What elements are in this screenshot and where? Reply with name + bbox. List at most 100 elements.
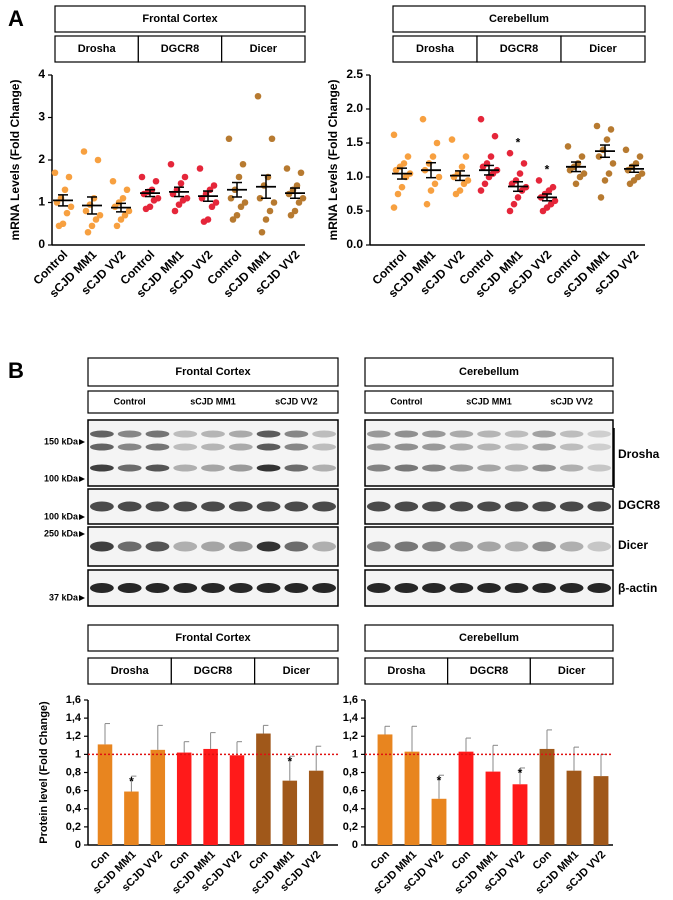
- data-point: [477, 115, 485, 123]
- data-point: [293, 182, 301, 189]
- blot-band: [504, 541, 529, 552]
- blot-band: [145, 464, 170, 472]
- data-point: [210, 182, 218, 189]
- header-box: [364, 390, 614, 414]
- bar: [485, 771, 501, 845]
- data-point: [254, 92, 262, 100]
- data-point: [576, 173, 584, 181]
- blot-band: [587, 464, 612, 472]
- data-point: [121, 211, 129, 219]
- y-tick-label: 0,8: [66, 766, 81, 778]
- protein-label: β-actin: [618, 581, 657, 595]
- data-point: [514, 194, 522, 201]
- blot-band: [173, 541, 198, 552]
- data-point: [227, 194, 235, 202]
- blot-band: [394, 541, 419, 552]
- blot-band: [559, 583, 584, 593]
- y-tick-label: 1,4: [66, 712, 82, 724]
- blot-band: [366, 443, 391, 451]
- data-point: [67, 203, 75, 211]
- panel-label: B: [8, 358, 24, 383]
- blot-band: [422, 541, 446, 552]
- bar: [97, 744, 113, 845]
- y-tick-label: 1: [352, 748, 358, 760]
- data-point: [535, 177, 543, 184]
- blot-band: [559, 464, 584, 472]
- data-point: [109, 177, 117, 185]
- blot-band: [228, 443, 253, 451]
- bar: [308, 770, 324, 845]
- y-tick-label: 0,2: [343, 821, 358, 833]
- data-point: [88, 222, 96, 230]
- blot-band: [173, 443, 198, 451]
- data-point: [607, 126, 615, 133]
- y-tick-label: 1: [75, 748, 81, 760]
- y-tick-label: 1,2: [66, 730, 81, 742]
- data-point: [175, 201, 183, 208]
- blot-band: [559, 541, 584, 552]
- data-point: [287, 211, 295, 219]
- group-label: Drosha: [111, 665, 150, 677]
- data-point: [597, 194, 605, 201]
- data-point: [603, 136, 611, 143]
- blot-band: [284, 541, 309, 552]
- data-point: [626, 180, 634, 188]
- chart-title: Cerebellum: [489, 13, 549, 25]
- data-point: [593, 122, 601, 130]
- blot-band: [587, 583, 612, 593]
- y-tick-label: 0,8: [343, 766, 358, 778]
- data-point: [51, 169, 59, 177]
- significance: *: [437, 773, 442, 787]
- blot-band: [284, 464, 309, 472]
- blot-band: [559, 501, 584, 512]
- chart-title: Frontal Cortex: [142, 13, 218, 25]
- blot-band: [201, 501, 225, 512]
- x-tick-label: Con: [369, 848, 393, 872]
- blot-band: [256, 464, 281, 472]
- bar: [431, 798, 447, 845]
- bar: [404, 751, 420, 845]
- data-point: [119, 194, 127, 202]
- blot-band: [228, 583, 253, 593]
- blot-band: [145, 583, 170, 593]
- y-tick-label: 1,6: [343, 694, 358, 706]
- lane-label: sCJD VV2: [275, 396, 318, 406]
- blot-band: [89, 501, 114, 512]
- marker-arrow: [79, 531, 85, 537]
- header-box: [392, 5, 646, 33]
- data-point: [452, 190, 460, 198]
- blot-band: [173, 464, 198, 472]
- data-point: [394, 190, 402, 198]
- y-tick-label: 0: [75, 839, 81, 851]
- group-label: DGCR8: [500, 43, 539, 55]
- y-tick-label: 2: [38, 152, 45, 166]
- significance: *: [545, 163, 550, 177]
- blot-band: [145, 430, 170, 438]
- y-tick-label: 1.0: [346, 169, 363, 183]
- blot-band: [504, 464, 529, 472]
- blot-band: [449, 443, 474, 451]
- header-box: [87, 657, 172, 685]
- y-tick-label: 0,6: [66, 785, 81, 797]
- data-point: [564, 143, 572, 150]
- data-point: [55, 222, 63, 230]
- data-point: [578, 153, 586, 160]
- data-point: [429, 153, 437, 160]
- data-point: [82, 207, 90, 215]
- data-point: [125, 207, 133, 215]
- group-label: Drosha: [78, 43, 117, 55]
- data-point: [458, 163, 466, 171]
- blot-band: [587, 430, 612, 438]
- blot-band: [532, 430, 556, 438]
- data-point: [61, 186, 69, 194]
- data-point: [291, 207, 299, 215]
- bar: [256, 733, 271, 845]
- marker-arrow: [79, 439, 85, 445]
- y-tick-label: 0,4: [343, 803, 359, 815]
- blot-band: [173, 501, 198, 512]
- data-point: [63, 209, 71, 217]
- significance: *: [129, 774, 134, 788]
- blot-band: [201, 464, 225, 472]
- y-axis-label: Protein level (Fold Change): [38, 701, 50, 844]
- blot-band: [284, 430, 309, 438]
